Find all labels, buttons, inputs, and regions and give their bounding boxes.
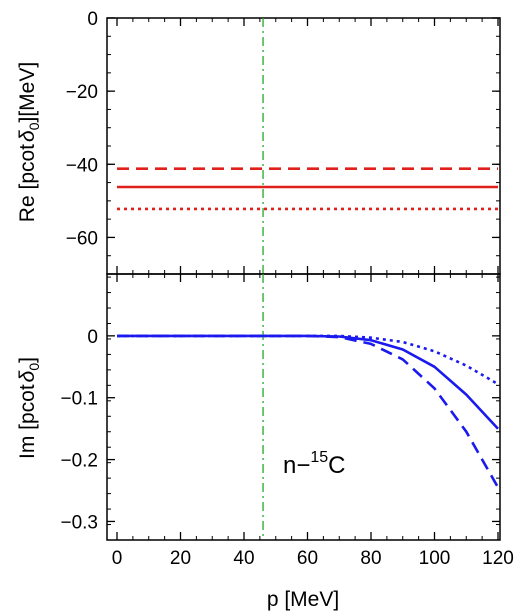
y-tick-label: −40 bbox=[66, 155, 98, 176]
y-tick-label: −60 bbox=[66, 228, 98, 249]
series-line-solid bbox=[117, 334, 499, 430]
x-tick-label: 60 bbox=[297, 548, 318, 569]
x-tick-label: 20 bbox=[170, 548, 191, 569]
plot-frame bbox=[106, 17, 501, 275]
y-axis-label: Re [pcotδ0][MeV] bbox=[16, 62, 42, 222]
y-tick-label: −20 bbox=[66, 82, 98, 103]
x-tick-label: 40 bbox=[233, 548, 254, 569]
y-tick-label: −0.2 bbox=[60, 451, 98, 472]
annotation-label: n−15C bbox=[283, 449, 346, 479]
y-tick-label: 0 bbox=[87, 327, 98, 348]
bottom-panel: 0 −0.1 −0.2 −0.3 0 20 40 60 80 100 120 Im [pcotδ0] n… bbox=[16, 273, 514, 569]
y-tick-label: −0.3 bbox=[60, 512, 98, 533]
top-panel: 0 −20 −40 −60 Re [pcotδ0][MeV] bbox=[16, 9, 501, 275]
plot-frame bbox=[106, 273, 501, 541]
x-tick-label: 100 bbox=[419, 548, 451, 569]
x-tick-label: 0 bbox=[112, 548, 123, 569]
y-tick-label: 0 bbox=[87, 9, 98, 30]
y-axis-label: Im [pcotδ0] bbox=[16, 357, 42, 459]
series-line-dotted bbox=[117, 334, 499, 386]
x-tick-label: 80 bbox=[360, 548, 381, 569]
x-tick-label: 120 bbox=[482, 548, 514, 569]
x-axis-label: p [MeV] bbox=[267, 588, 339, 611]
y-tick-label: −0.1 bbox=[60, 389, 98, 410]
